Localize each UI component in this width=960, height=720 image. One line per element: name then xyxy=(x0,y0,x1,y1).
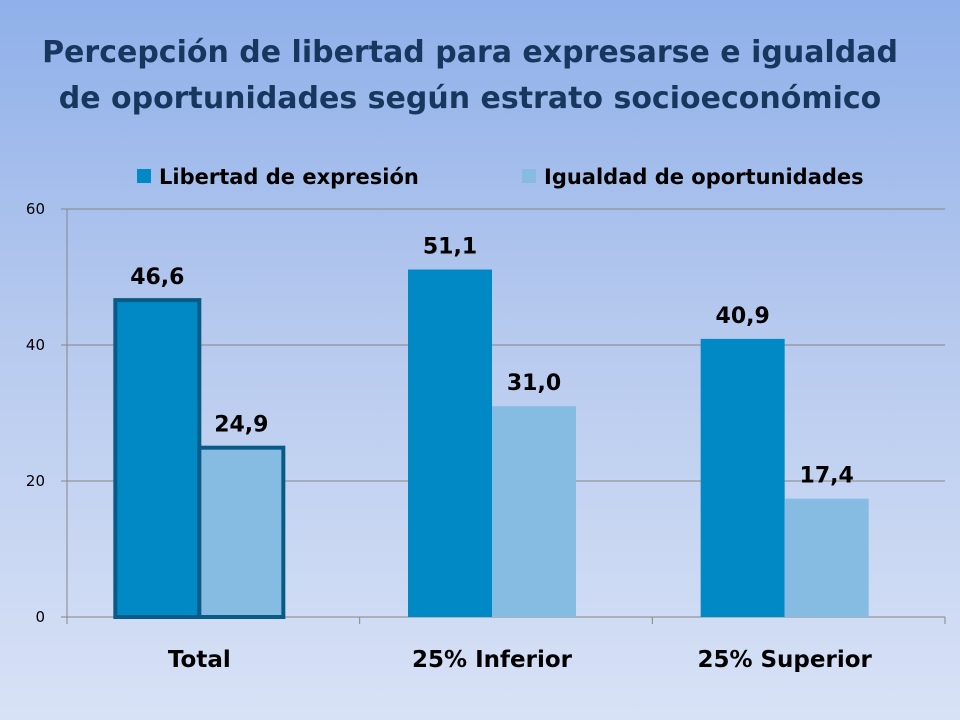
data-label-1-3: 40,9 xyxy=(716,304,770,329)
data-label-1-1: 46,6 xyxy=(130,265,184,290)
y-tick-label-60: 60 xyxy=(26,200,45,218)
y-tick-label-20: 20 xyxy=(26,472,45,490)
bar-1-3 xyxy=(700,338,785,617)
y-tick-label-40: 40 xyxy=(26,336,45,354)
data-label-2-1: 24,9 xyxy=(214,413,268,438)
legend-swatch-1 xyxy=(137,169,151,183)
category-label-1: Total xyxy=(168,647,231,673)
data-label-2-2: 31,0 xyxy=(507,371,561,396)
data-label-2-3: 17,4 xyxy=(800,464,854,489)
data-label-1-2: 51,1 xyxy=(423,235,477,260)
bar-2-3 xyxy=(784,498,869,617)
category-label-2: 25% Inferior xyxy=(412,647,573,673)
chart-title: Percepción de libertad para expresarse e… xyxy=(0,30,940,122)
legend-swatch-2 xyxy=(522,169,536,183)
y-tick-label-0: 0 xyxy=(35,608,45,626)
bar-1-1 xyxy=(113,298,202,619)
bar-1-2 xyxy=(408,269,492,617)
bar-2-1 xyxy=(197,445,286,619)
chart-title-line-1: Percepción de libertad para expresarse e… xyxy=(42,35,898,70)
legend-label-2: Igualdad de oportunidades xyxy=(544,165,864,189)
bar-2-2 xyxy=(492,406,576,617)
category-label-3: 25% Superior xyxy=(697,647,872,673)
legend-label-1: Libertad de expresión xyxy=(159,165,419,189)
chart-title-line-2: de oportunidades según estrato socioecon… xyxy=(58,81,882,116)
